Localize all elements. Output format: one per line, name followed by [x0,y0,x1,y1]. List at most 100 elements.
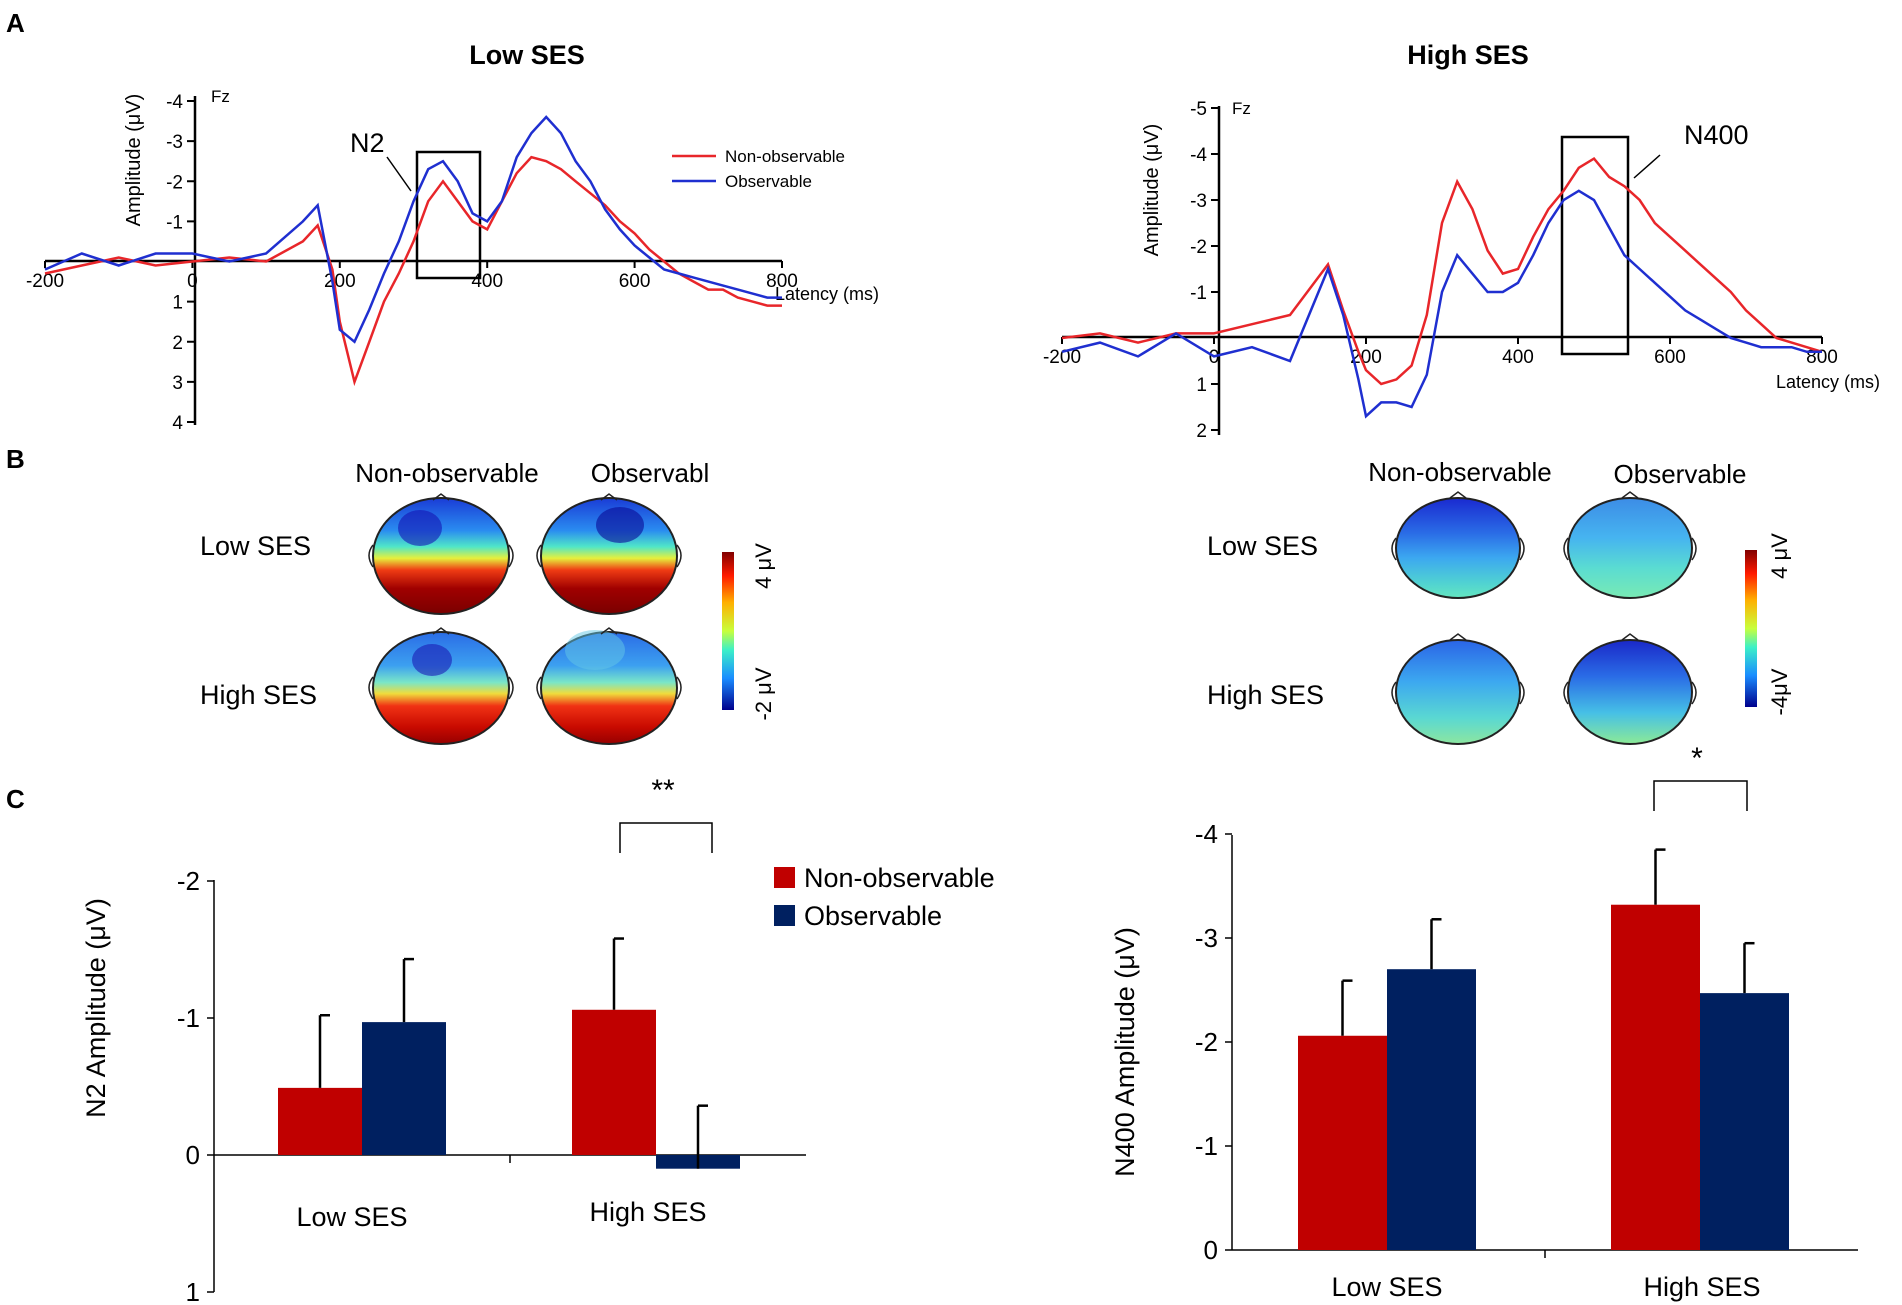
bar-non-observable [278,1087,362,1155]
bar-observable [362,1022,446,1155]
topomap-head [1563,491,1697,599]
y-tick-label: -1 [177,1003,200,1033]
topomap-panel-left: Non-observable Observabl Low SES High SE… [200,458,776,745]
category-label: High SES [589,1197,706,1227]
legend-label-non-observable: Non-observable [804,863,995,893]
x-tick-label: 600 [619,271,651,292]
topomap-head [368,627,514,745]
erp-title: High SES [1407,40,1529,70]
legend-swatch-non-observable [774,867,795,888]
x-tick-label: -200 [26,271,64,292]
y-tick-group: -2 -1 0 1 [177,866,214,1305]
y-axis-label: Amplitude (μV) [1141,124,1163,257]
legend-swatch-observable [774,905,795,926]
erp-title: Low SES [469,40,585,70]
series-line-observable [44,115,782,344]
bar-observable [1387,969,1476,1250]
y-tick-label: 3 [172,373,183,394]
y-tick-label: -3 [1195,923,1218,953]
y-tick-label: 1 [1196,375,1207,396]
y-tick-label: -4 [166,92,183,113]
topomap-head [368,493,514,615]
topomap-head [536,627,682,745]
x-axis-label: Latency (ms) [1776,372,1880,392]
y-tick-label: 1 [186,1277,200,1305]
series-line-non-observable [1061,156,1823,386]
n2-arrow [386,156,412,192]
bar-observable [1700,993,1789,1250]
y-axis-label: N2 Amplitude (μV) [81,898,111,1118]
bar-chart-n2: N2 Amplitude (μV) -2 -1 0 1 Low SES High SE… [81,774,995,1305]
legend-label-non-observable: Non-observable [725,147,845,166]
x-tick-label: 200 [324,271,356,292]
y-tick-label: -1 [1190,283,1207,304]
x-tick-label: 0 [187,271,198,292]
y-tick-label: -4 [1190,145,1207,166]
erp-chart-low-ses: Low SES Fz Amplitude (μV) Latency (ms) -… [26,40,879,434]
topo-row-label: Low SES [200,531,311,561]
colorbar-max-label: 4 μV [751,543,776,589]
y-tick-group: -4 -3 -2 -1 1 2 3 4 [166,92,195,434]
y-tick-label: 1 [172,293,183,314]
y-axis-label: Amplitude (μV) [123,94,145,227]
topo-row-label: High SES [200,680,317,710]
topomap-head [536,493,682,615]
y-axis-label: N400 Amplitude (μV) [1110,927,1140,1177]
topo-col-label: Observable [1614,459,1747,489]
x-tick-group: -200 0 200 400 600 800 [26,261,798,292]
bar-non-observable [1611,904,1700,1250]
y-tick-label: -2 [1195,1027,1218,1057]
y-tick-label: -2 [177,866,200,896]
topomap-head [1563,633,1697,745]
n400-label: N400 [1684,120,1749,150]
y-tick-label: -3 [1190,191,1207,212]
topo-row-label: High SES [1207,680,1324,710]
topo-col-label: Observabl [591,458,710,488]
bar-group [278,937,740,1169]
y-tick-label: 0 [186,1140,200,1170]
topomap-panel-right: Non-observable Observable Low SES High S… [1207,457,1792,745]
significance-bracket [1653,780,1748,811]
significance-marker: * [1691,742,1703,775]
panel-label-b: B [6,444,25,474]
topomap-head [1391,633,1525,745]
n400-arrow [1633,154,1661,179]
bar-non-observable [1298,1035,1387,1250]
y-tick-group: -4 -3 -2 -1 0 [1195,819,1232,1265]
y-tick-label: -3 [166,132,183,153]
colorbar-max-label: 4 μV [1767,533,1792,579]
series-line-observable [1061,189,1822,419]
x-tick-label: 800 [1806,347,1838,368]
significance-bracket [619,822,713,853]
n2-label: N2 [350,128,385,158]
topomap-head [1391,491,1525,599]
panel-label-c: C [6,784,25,814]
y-tick-label: 2 [1196,421,1207,442]
category-label: Low SES [296,1202,407,1232]
series-line-non-observable [44,155,782,387]
x-tick-label: 800 [766,271,798,292]
category-label: High SES [1643,1272,1760,1302]
y-tick-label: -2 [166,172,183,193]
category-label: Low SES [1331,1272,1442,1302]
legend-label-observable: Observable [725,172,812,191]
legend-label-observable: Observable [804,901,942,931]
y-tick-label: -1 [166,212,183,233]
topo-col-label: Non-observable [1368,457,1552,487]
x-tick-label: 600 [1654,347,1686,368]
colorbar-min-label: -2 μV [751,667,776,720]
y-tick-label: 0 [1204,1235,1218,1265]
y-tick-group: -5 -4 -3 -2 -1 1 2 [1190,99,1219,442]
y-tick-label: -4 [1195,819,1218,849]
y-tick-label: -2 [1190,237,1207,258]
electrode-label: Fz [1232,99,1251,118]
x-tick-label: 400 [1502,347,1534,368]
n2-window-box [415,150,482,280]
topo-row-label: Low SES [1207,531,1318,561]
bar-group [1298,848,1789,1258]
y-tick-label: -1 [1195,1131,1218,1161]
colorbar [722,552,734,710]
x-tick-label: 400 [471,271,503,292]
bar-non-observable [572,1009,656,1155]
